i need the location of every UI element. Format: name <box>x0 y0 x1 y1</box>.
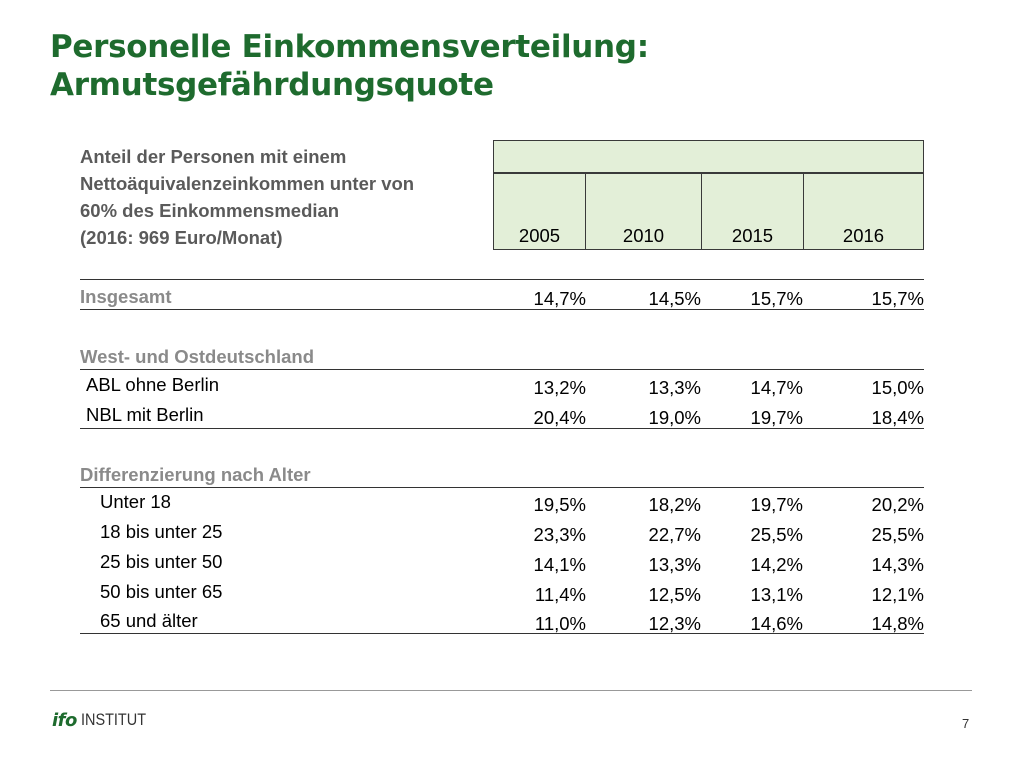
cell-alter-2-2010: 13,3% <box>648 554 701 575</box>
row-label-alter: 65 und älter <box>100 610 198 631</box>
cell-insgesamt-2015: 15,7% <box>750 288 803 309</box>
cell-alter-1-2010: 22,7% <box>648 524 701 545</box>
cell-alter-2-2005: 14,1% <box>533 554 586 575</box>
divider <box>80 633 924 634</box>
year-header-2010: 2010 <box>585 173 702 250</box>
cell-nbl-2015: 19,7% <box>750 407 803 428</box>
cell-alter-2-2016: 14,3% <box>871 554 924 575</box>
table-header-label: Anteil der Personen mit einem Nettoäquiv… <box>80 143 495 251</box>
cell-nbl-2010: 19,0% <box>648 407 701 428</box>
cell-nbl-2016: 18,4% <box>871 407 924 428</box>
cell-abl-2005: 13,2% <box>533 377 586 398</box>
cell-alter-4-2010: 12,3% <box>648 613 701 634</box>
year-header-2015: 2015 <box>701 173 804 250</box>
cell-alter-3-2015: 13,1% <box>750 584 803 605</box>
divider <box>80 369 924 370</box>
header-label-line: Anteil der Personen mit einem <box>80 146 347 167</box>
year-header-2005: 2005 <box>493 173 586 250</box>
cell-alter-4-2015: 14,6% <box>750 613 803 634</box>
footer-divider <box>50 690 972 691</box>
row-label-nbl: NBL mit Berlin <box>86 404 204 425</box>
year-header-2016: 2016 <box>803 173 924 250</box>
cell-alter-3-2005: 11,4% <box>534 584 586 605</box>
header-label-line: (2016: 969 Euro/Monat) <box>80 227 283 248</box>
cell-nbl-2005: 20,4% <box>533 407 586 428</box>
ifo-logo: ifo INSTITUT <box>52 708 157 732</box>
header-label-line: Nettoäquivalenzeinkommen unter von <box>80 173 415 194</box>
divider <box>80 279 924 280</box>
cell-alter-2-2015: 14,2% <box>750 554 803 575</box>
section-alter: Differenzierung nach Alter <box>80 464 311 485</box>
cell-abl-2016: 15,0% <box>871 377 924 398</box>
title-line-1: Personelle Einkommensverteilung: <box>50 29 649 65</box>
cell-alter-4-2005: 11,0% <box>534 613 586 634</box>
cell-abl-2015: 14,7% <box>750 377 803 398</box>
divider <box>80 428 924 429</box>
section-west-ost: West- und Ostdeutschland <box>80 346 315 367</box>
cell-abl-2010: 13,3% <box>648 377 701 398</box>
cell-insgesamt-2016: 15,7% <box>871 288 924 309</box>
cell-alter-0-2015: 19,7% <box>750 494 803 515</box>
cell-alter-1-2016: 25,5% <box>871 524 924 545</box>
cell-alter-3-2016: 12,1% <box>871 584 924 605</box>
cell-alter-3-2010: 12,5% <box>648 584 701 605</box>
cell-alter-1-2005: 23,3% <box>533 524 586 545</box>
cell-alter-4-2016: 14,8% <box>871 613 924 634</box>
row-label-insgesamt: Insgesamt <box>80 286 172 307</box>
row-label-alter: 18 bis unter 25 <box>100 521 223 542</box>
cell-alter-1-2015: 25,5% <box>750 524 803 545</box>
cell-alter-0-2010: 18,2% <box>648 494 701 515</box>
divider <box>80 309 924 310</box>
row-label-abl: ABL ohne Berlin <box>86 374 220 395</box>
header-label-line: 60% des Einkommensmedian <box>80 200 340 221</box>
slide-title: Personelle Einkommensverteilung: Armutsg… <box>50 28 649 104</box>
cell-alter-0-2016: 20,2% <box>871 494 924 515</box>
page-number: 7 <box>962 716 970 731</box>
cell-insgesamt-2005: 14,7% <box>533 288 586 309</box>
header-band <box>493 140 924 173</box>
row-label-alter: Unter 18 <box>100 491 171 512</box>
title-line-2: Armutsgefährdungsquote <box>50 67 494 103</box>
cell-insgesamt-2010: 14,5% <box>648 288 701 309</box>
divider <box>80 487 924 488</box>
row-label-alter: 50 bis unter 65 <box>100 581 223 602</box>
row-label-alter: 25 bis unter 50 <box>100 551 223 572</box>
logo-ifo-text: ifo <box>52 709 77 731</box>
cell-alter-0-2005: 19,5% <box>533 494 586 515</box>
logo-institut-text: INSTITUT <box>80 710 146 729</box>
